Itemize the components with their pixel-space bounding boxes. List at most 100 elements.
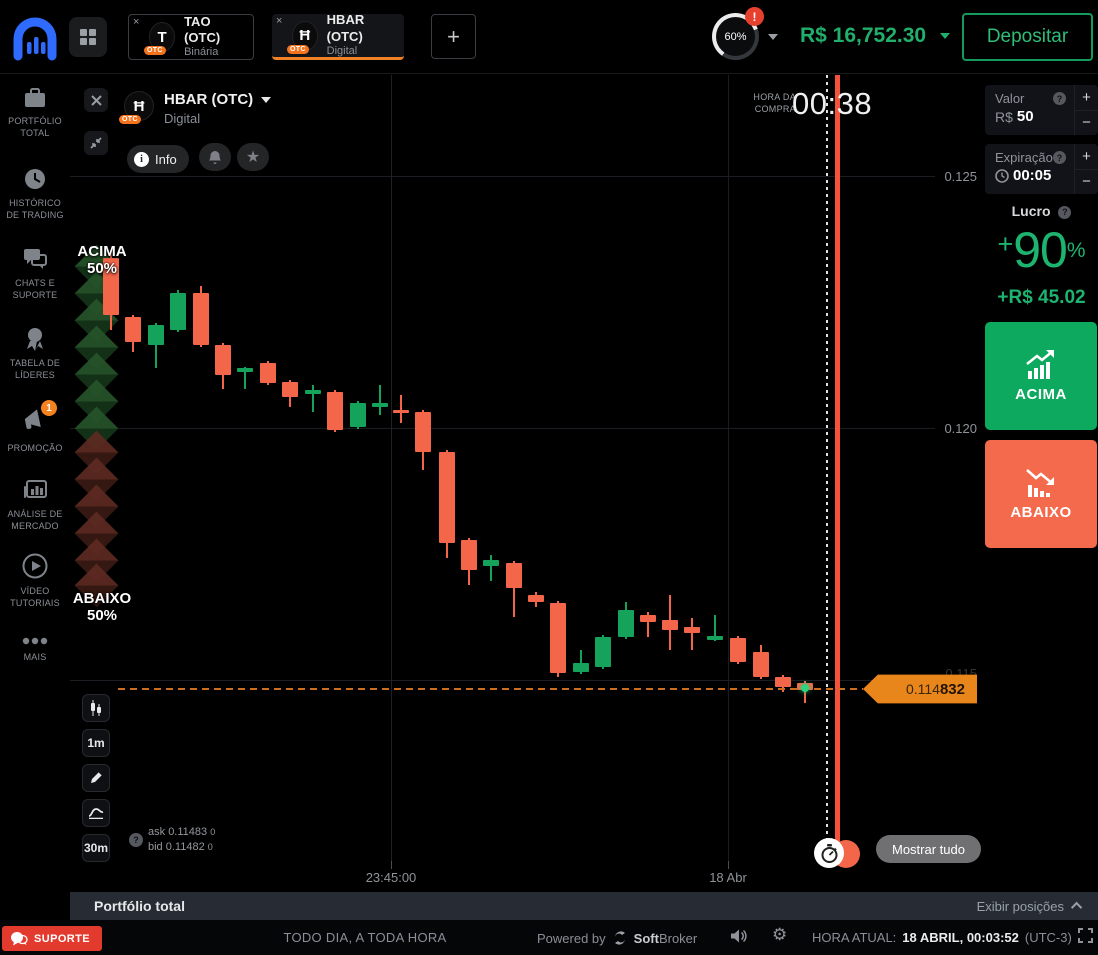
trade-panel: Valor ? R$ 50 + − Expiração ?: [985, 75, 1098, 892]
time-tick: 23:45:00: [365, 870, 417, 885]
profit-label-row: Lucro ?: [985, 203, 1098, 219]
ask-value: 0.11483: [168, 826, 208, 838]
profit-amount: +R$ 45.02: [997, 287, 1086, 308]
profit-number: 90: [1013, 222, 1068, 278]
softbroker-logo-icon: [614, 931, 625, 945]
hbar-asset-icon: Ħ OTC: [287, 20, 318, 54]
profit-label: Lucro: [1011, 203, 1051, 219]
last-price-dot: [801, 684, 809, 692]
settings-button[interactable]: ⚙: [772, 925, 787, 945]
fullscreen-button[interactable]: [1078, 928, 1093, 948]
tab-tao-otc[interactable]: × T OTC TAO (OTC) Binária: [128, 14, 254, 60]
asset-market-type: Digital: [164, 111, 201, 126]
chart-area[interactable]: ACIMA 50% ABAIXO 50% HORA DA COMPRA 00:3…: [70, 75, 1098, 892]
timeframe-button[interactable]: 1m: [82, 729, 110, 757]
tao-glyph: T: [157, 28, 167, 46]
trend-up-icon: [1026, 349, 1054, 379]
draw-tool-button[interactable]: [82, 764, 110, 792]
sidebar-item-promo[interactable]: 1 PROMOÇÃO: [0, 400, 70, 455]
amount-box[interactable]: Valor ? R$ 50 + −: [985, 85, 1098, 135]
otc-badge: OTC: [287, 44, 309, 54]
sentiment-up-value: 50%: [86, 260, 118, 277]
sidebar-item-market-analysis[interactable]: ANÁLISE DE MERCADO: [0, 480, 70, 532]
amount-decrease-button[interactable]: −: [1082, 114, 1091, 132]
chart-type-button[interactable]: [82, 694, 110, 722]
close-chart-button[interactable]: [84, 88, 108, 112]
time-tick-mark: [728, 861, 729, 869]
more-dots-icon: [22, 637, 48, 645]
expiration-value[interactable]: 00:05: [1013, 167, 1052, 184]
current-time-label: HORA ATUAL:: [812, 930, 897, 945]
candlestick-icon: [91, 700, 101, 716]
chat-icon: [24, 249, 47, 269]
sidebar-item-leaderboard[interactable]: TABELA DE LÍDERES: [0, 327, 70, 381]
buy-up-button[interactable]: ACIMA: [985, 322, 1097, 430]
sentiment-up-label: ACIMA: [77, 243, 127, 260]
app-logo[interactable]: [10, 12, 60, 62]
support-chat-icon: [11, 932, 28, 946]
gauge-caret-icon[interactable]: [768, 34, 778, 40]
expiration-help-icon[interactable]: ?: [1053, 151, 1066, 164]
tab-hbar-otc[interactable]: × Ħ OTC HBAR (OTC) Digital: [272, 12, 404, 60]
tab-close-icon[interactable]: ×: [276, 15, 283, 27]
amount-help-icon[interactable]: ?: [1053, 92, 1066, 105]
sidebar-item-label: PROMOÇÃO: [7, 443, 63, 453]
tab-close-icon[interactable]: ×: [133, 16, 140, 28]
expiry-timeframe-button[interactable]: 30m: [82, 834, 110, 862]
sidebar-item-label: PORTFÓLIO TOTAL: [8, 116, 62, 138]
add-tab-button[interactable]: +: [431, 14, 476, 59]
current-price-tag: 0.114 832: [863, 674, 977, 704]
sidebar-item-portfolio[interactable]: PORTFÓLIO TOTAL: [0, 87, 70, 139]
sidebar-item-more[interactable]: MAIS: [0, 637, 70, 664]
pencil-icon: [91, 771, 103, 783]
info-button[interactable]: i Info: [127, 145, 189, 173]
ask-label: ask: [148, 826, 166, 838]
asset-caret-icon[interactable]: [261, 96, 272, 103]
bid-last-digit: 0: [207, 841, 213, 852]
bid-label: bid: [148, 840, 163, 853]
buy-down-button[interactable]: ABAIXO: [985, 440, 1097, 548]
profit-help-icon[interactable]: ?: [1058, 205, 1072, 219]
ask-bid-quote: ask 0.11483 0 bid 0.11482 0: [148, 825, 215, 855]
support-button[interactable]: SUPORTE: [2, 926, 102, 951]
sound-button[interactable]: [730, 928, 748, 949]
expiry-timeframe-label: 30m: [83, 841, 109, 855]
expiration-decrease-button[interactable]: −: [1082, 173, 1091, 191]
askbid-help-icon[interactable]: ?: [129, 833, 143, 847]
time-tick-mark: [391, 861, 392, 869]
collapse-chart-button[interactable]: [84, 131, 108, 155]
asset-menu-button[interactable]: [69, 17, 107, 57]
favorite-button[interactable]: ★: [237, 143, 269, 171]
expiration-box[interactable]: Expiração ? 00:05 + −: [985, 144, 1098, 194]
sidebar-item-chats[interactable]: CHATS E SUPORTE: [0, 247, 70, 301]
tao-asset-icon: T OTC: [144, 22, 176, 55]
account-balance[interactable]: R$ 16,752.30: [800, 24, 950, 48]
amount-increase-button[interactable]: +: [1075, 85, 1098, 111]
sidebar-item-history[interactable]: HISTÓRICO DE TRADING: [0, 167, 70, 221]
alerts-button[interactable]: [199, 143, 231, 171]
video-play-icon: [22, 553, 48, 579]
show-positions-label: Exibir posições: [976, 898, 1064, 914]
tab-title: TAO (OTC): [184, 13, 221, 46]
profit-sign: +: [997, 229, 1014, 259]
purchase-time-label: HORA DA COMPRA: [753, 92, 796, 114]
deposit-button[interactable]: Depositar: [962, 13, 1093, 61]
grid-icon: [80, 29, 96, 45]
positions-bar[interactable]: Portfólio total Exibir posições: [70, 892, 1098, 920]
expiration-increase-button[interactable]: +: [1075, 144, 1098, 170]
amount-value[interactable]: 50: [1016, 108, 1034, 125]
indicators-button[interactable]: [82, 799, 110, 827]
show-all-button[interactable]: Mostrar tudo: [876, 835, 981, 863]
buy-down-label: ABAIXO: [1010, 504, 1072, 521]
stopwatch-icon: [821, 843, 837, 863]
gear-icon: ⚙: [772, 925, 788, 944]
expiry-line: [835, 75, 840, 851]
positions-title: Portfólio total: [94, 898, 185, 914]
chevron-up-icon: [1070, 901, 1083, 914]
otc-badge: OTC: [119, 115, 141, 124]
hbar-asset-icon: Ħ OTC: [119, 91, 154, 124]
show-positions-toggle[interactable]: Exibir posições: [976, 898, 1083, 914]
sidebar-item-video-tutorials[interactable]: VÍDEO TUTORIAIS: [0, 553, 70, 609]
promo-count-badge: 1: [41, 400, 57, 416]
star-icon: ★: [245, 149, 261, 166]
